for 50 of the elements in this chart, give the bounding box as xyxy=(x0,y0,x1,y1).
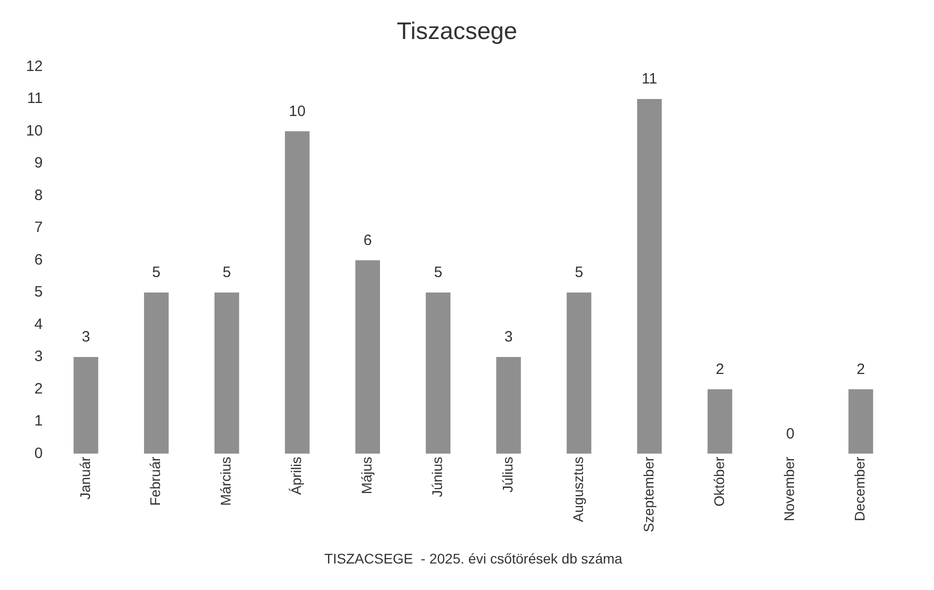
data-label: 5 xyxy=(574,264,584,282)
x-tick-label: Július xyxy=(499,456,516,493)
data-label: 5 xyxy=(152,264,161,282)
bar xyxy=(214,292,240,454)
x-tick-label: Augusztus xyxy=(570,456,586,522)
y-tick-label: 7 xyxy=(34,219,43,236)
y-tick-label: 0 xyxy=(34,444,43,462)
bar xyxy=(144,292,169,454)
x-tick-label: Március xyxy=(218,456,234,506)
y-tick-label: 2 xyxy=(34,380,43,398)
y-tick-label: 12 xyxy=(26,58,43,75)
x-tick-label: Január xyxy=(76,456,93,500)
chart-title: Tiszacsege xyxy=(396,18,518,46)
bar xyxy=(74,356,98,454)
bar xyxy=(426,292,450,454)
bar xyxy=(355,260,380,454)
bar xyxy=(848,389,874,454)
x-axis-title: TISZACSEGE - 2025. évi csőtörések db száma xyxy=(324,550,623,566)
data-label: 2 xyxy=(716,360,724,378)
data-label: 3 xyxy=(82,328,90,346)
y-tick-label: 11 xyxy=(27,90,43,108)
x-tick-label: Február xyxy=(147,456,164,506)
bar xyxy=(637,99,662,454)
data-label: 11 xyxy=(642,70,658,88)
data-label: 0 xyxy=(786,425,795,442)
y-tick-label: 1 xyxy=(34,412,43,430)
x-tick-label: Május xyxy=(358,456,375,494)
bar xyxy=(284,131,310,454)
y-tick-label: 5 xyxy=(34,284,43,301)
data-label: 6 xyxy=(364,232,372,249)
data-label: 5 xyxy=(434,264,442,282)
x-tick-label: December xyxy=(852,456,868,522)
bar xyxy=(708,389,732,454)
bar xyxy=(566,292,592,454)
data-label: 3 xyxy=(504,328,513,346)
data-label: 10 xyxy=(288,102,306,120)
data-label: 2 xyxy=(856,360,865,378)
y-tick-label: 8 xyxy=(34,186,43,204)
y-tick-label: 10 xyxy=(26,122,43,140)
y-tick-label: 4 xyxy=(34,316,43,333)
y-tick-label: 3 xyxy=(34,348,43,366)
y-tick-label: 9 xyxy=(34,154,43,172)
x-tick-label: Szeptember xyxy=(640,456,656,532)
x-tick-label: Április xyxy=(288,456,304,495)
y-tick-label: 6 xyxy=(34,251,43,268)
data-label: 5 xyxy=(222,264,231,282)
x-tick-label: November xyxy=(781,456,798,522)
bar xyxy=(496,356,521,454)
x-tick-label: Október xyxy=(710,456,727,507)
x-tick-label: Június xyxy=(428,456,445,498)
